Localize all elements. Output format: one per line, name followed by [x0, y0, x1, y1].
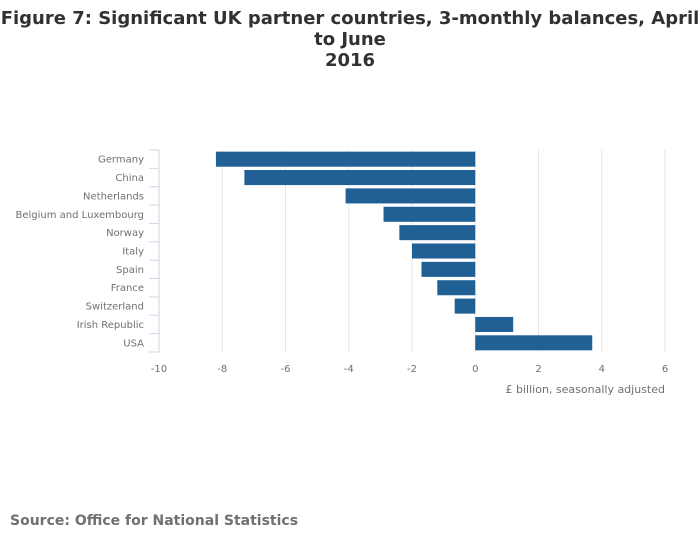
x-tick-label: -6 [281, 364, 291, 375]
category-label: Netherlands [83, 191, 144, 202]
x-tick-label: -2 [407, 364, 417, 375]
source-note: Source: Office for National Statistics [10, 513, 299, 529]
category-label: USA [123, 338, 144, 349]
category-label: Belgium and Luxembourg [16, 210, 145, 221]
x-axis-title: £ billion, seasonally adjusted [506, 383, 665, 396]
x-tick-label: 4 [599, 364, 605, 375]
category-label: China [115, 173, 144, 184]
bar-france [437, 280, 476, 296]
chart-title-line-2: 2016 [324, 50, 376, 71]
category-label: France [111, 283, 144, 294]
bar-china [244, 170, 476, 186]
x-tick-label: -4 [344, 364, 354, 375]
bar-italy [412, 243, 476, 259]
category-label: Germany [98, 155, 144, 166]
chart-title-line-1: Figure 7: Significant UK partner countri… [0, 8, 700, 50]
bar-norway [399, 225, 476, 241]
category-label: Switzerland [86, 302, 144, 313]
x-tick-label: -8 [217, 364, 227, 375]
bar-netherlands [345, 188, 476, 204]
bar-irish-republic [475, 316, 514, 332]
category-label: Irish Republic [77, 320, 144, 331]
bar-switzerland [454, 298, 476, 314]
chart-title: Figure 7: Significant UK partner countri… [0, 8, 700, 71]
x-tick-label: 6 [662, 364, 668, 375]
bar-belgium-and-luxembourg [383, 206, 476, 222]
bar-germany [215, 151, 476, 167]
bar-usa [475, 335, 593, 351]
category-label: Spain [116, 265, 144, 276]
x-tick-label: 0 [472, 364, 478, 375]
x-tick-label: 2 [535, 364, 541, 375]
bar-spain [421, 261, 476, 277]
category-label: Norway [106, 228, 144, 239]
category-label: Italy [122, 247, 144, 258]
x-tick-label: -10 [151, 364, 167, 375]
